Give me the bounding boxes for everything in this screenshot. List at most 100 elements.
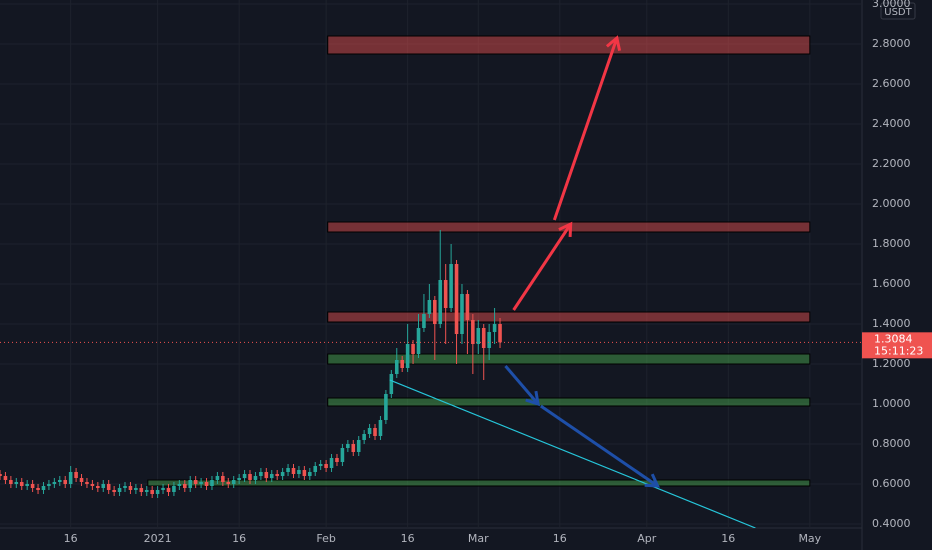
candle-body: [221, 476, 225, 482]
y-tick-label: 0.4000: [872, 517, 911, 530]
y-tick-label: 1.8000: [872, 237, 911, 250]
candle-body: [422, 314, 426, 328]
candle-body: [465, 294, 470, 320]
candle-body: [427, 300, 432, 314]
candle-body: [335, 458, 339, 462]
countdown-label: 15:11:23: [874, 344, 923, 357]
candle-body: [199, 482, 203, 484]
candle-body: [14, 482, 19, 484]
y-tick-label: 2.4000: [872, 117, 911, 130]
candle-body: [362, 434, 366, 440]
candle-body: [19, 482, 24, 486]
y-tick-label: 2.6000: [872, 77, 911, 90]
candle-body: [161, 488, 165, 490]
candle-body: [47, 484, 51, 486]
candle-body: [144, 490, 149, 492]
candle-body: [248, 474, 252, 480]
candle-body: [210, 480, 214, 486]
candle-body: [112, 490, 116, 492]
candle-body: [74, 472, 78, 478]
price-zone: [327, 311, 811, 323]
candle-body: [308, 472, 312, 476]
x-tick-label: Mar: [468, 532, 489, 545]
candle-body: [117, 488, 122, 492]
candle-body: [280, 472, 285, 476]
candle-body: [68, 472, 73, 484]
candle-body: [172, 486, 176, 492]
candle-body: [25, 484, 29, 486]
candle-body: [471, 320, 475, 344]
candle-body: [264, 472, 269, 478]
candle-body: [155, 490, 160, 494]
candle-body: [242, 474, 247, 478]
candle-body: [9, 480, 13, 484]
candle-body: [481, 328, 486, 348]
candle-body: [177, 484, 182, 486]
candle-body: [128, 486, 133, 490]
candle-body: [476, 328, 481, 344]
candle-body: [85, 482, 89, 484]
candle-body: [193, 480, 198, 484]
arrow-shaft: [512, 223, 572, 311]
y-tick-label: 2.8000: [872, 37, 911, 50]
candle-body: [123, 486, 127, 488]
candle-body: [215, 476, 220, 480]
arrow-head: [605, 35, 622, 52]
candle-body: [226, 482, 231, 484]
candle-body: [57, 480, 62, 482]
candle-body: [231, 480, 236, 484]
candle-body: [416, 328, 421, 354]
candle-body: [150, 490, 154, 494]
candle-body: [259, 472, 263, 476]
candle-body: [134, 488, 138, 490]
candle-body: [492, 324, 497, 332]
x-tick-label: 16: [553, 532, 567, 545]
y-tick-label: 3.0000: [872, 0, 911, 10]
arrow-shaft: [552, 37, 619, 221]
candle-body: [291, 468, 296, 474]
candle-body: [139, 488, 144, 492]
candle-body: [351, 444, 356, 452]
candle-body: [52, 482, 57, 484]
arrow-shaft: [504, 365, 540, 405]
x-tick-label: 2021: [144, 532, 172, 545]
arrow-shaft: [539, 404, 659, 488]
candle-body: [443, 280, 448, 308]
candle-body: [449, 264, 453, 308]
candle-body: [405, 344, 410, 368]
plot: [0, 0, 862, 528]
currency-label: USDT: [884, 7, 912, 18]
candle-body: [188, 480, 193, 488]
candle-body: [204, 482, 209, 486]
y-tick-label: 0.8000: [872, 437, 911, 450]
candle-body: [96, 486, 100, 488]
candle-body: [356, 440, 361, 452]
x-tick-label: 16: [64, 532, 78, 545]
y-tick-label: 1.4000: [872, 317, 911, 330]
x-tick-label: May: [798, 532, 821, 545]
price-zone: [327, 353, 811, 365]
candle-body: [373, 428, 377, 436]
x-tick-label: 16: [721, 532, 735, 545]
candle-body: [297, 470, 301, 474]
x-tick-label: 16: [401, 532, 415, 545]
candle-body: [275, 474, 279, 476]
candle-body: [454, 264, 459, 334]
y-tick-label: 0.6000: [872, 477, 911, 490]
price-zone: [147, 479, 811, 487]
candle-body: [106, 484, 111, 490]
candle-body: [411, 344, 415, 354]
candle-body: [324, 464, 328, 468]
candle-body: [302, 470, 307, 476]
candle-body: [378, 420, 383, 436]
candle-body: [30, 484, 35, 488]
candle-body: [269, 474, 274, 478]
candle-body: [0, 474, 2, 476]
candle-body: [384, 394, 388, 420]
candle-body: [286, 468, 290, 472]
x-tick-label: Apr: [637, 532, 657, 545]
candle-body: [63, 480, 68, 484]
y-tick-label: 1.6000: [872, 277, 911, 290]
